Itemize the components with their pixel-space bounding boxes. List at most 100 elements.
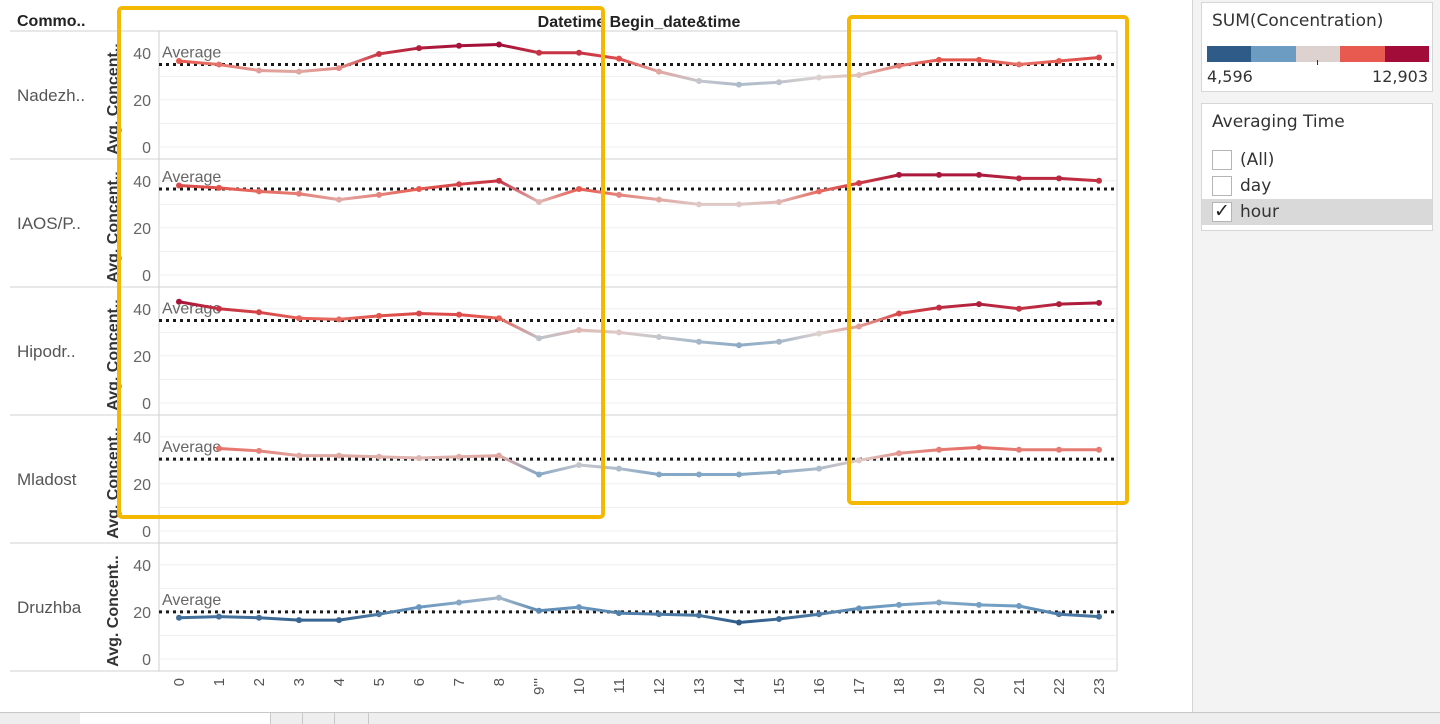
checkbox-all[interactable] xyxy=(1212,150,1232,170)
data-point[interactable] xyxy=(1056,301,1062,308)
color-scale-bar[interactable] xyxy=(1207,46,1430,62)
row-label[interactable]: Hipodr.. xyxy=(17,342,76,361)
data-point[interactable] xyxy=(1056,446,1062,453)
data-point[interactable] xyxy=(536,198,542,205)
data-point[interactable] xyxy=(896,601,902,608)
data-point[interactable] xyxy=(936,446,942,453)
data-point[interactable] xyxy=(616,191,622,198)
data-point[interactable] xyxy=(616,610,622,617)
data-point[interactable] xyxy=(576,326,582,333)
data-point[interactable] xyxy=(496,452,502,459)
data-point[interactable] xyxy=(1096,613,1102,620)
data-point[interactable] xyxy=(256,447,262,454)
data-point[interactable] xyxy=(536,335,542,342)
data-point[interactable] xyxy=(216,184,222,191)
data-point[interactable] xyxy=(976,301,982,308)
data-point[interactable] xyxy=(816,465,822,472)
data-point[interactable] xyxy=(336,316,342,323)
data-point[interactable] xyxy=(736,342,742,349)
data-point[interactable] xyxy=(1016,61,1022,68)
data-point[interactable] xyxy=(776,198,782,205)
data-point[interactable] xyxy=(656,196,662,203)
data-point[interactable] xyxy=(896,171,902,178)
data-point[interactable] xyxy=(696,201,702,208)
data-point[interactable] xyxy=(176,58,182,65)
data-point[interactable] xyxy=(896,450,902,457)
row-label[interactable]: IAOS/P.. xyxy=(17,214,81,233)
row-label[interactable]: Nadezh.. xyxy=(17,86,85,105)
filter-option-all[interactable]: (All) xyxy=(1202,147,1432,173)
sheet-tab[interactable] xyxy=(0,713,81,724)
data-point[interactable] xyxy=(176,298,182,305)
data-point[interactable] xyxy=(416,604,422,611)
data-point[interactable] xyxy=(1016,603,1022,609)
data-point[interactable] xyxy=(1096,54,1102,61)
data-point[interactable] xyxy=(976,56,982,63)
data-point[interactable] xyxy=(256,614,262,621)
data-point[interactable] xyxy=(256,309,262,316)
data-point[interactable] xyxy=(416,45,422,52)
filter-option-day[interactable]: day xyxy=(1202,173,1432,199)
data-point[interactable] xyxy=(656,68,662,75)
data-point[interactable] xyxy=(416,310,422,317)
data-point[interactable] xyxy=(696,78,702,85)
data-point[interactable] xyxy=(376,312,382,319)
data-point[interactable] xyxy=(856,457,862,464)
data-point[interactable] xyxy=(416,186,422,193)
data-point[interactable] xyxy=(416,454,422,461)
data-point[interactable] xyxy=(296,315,302,322)
data-point[interactable] xyxy=(456,181,462,188)
data-point[interactable] xyxy=(336,452,342,459)
data-point[interactable] xyxy=(776,79,782,86)
sheet-tab[interactable] xyxy=(270,713,303,724)
rows-field-header[interactable]: Commo.. xyxy=(17,13,85,30)
data-point[interactable] xyxy=(856,72,862,79)
data-point[interactable] xyxy=(1056,58,1062,65)
data-point[interactable] xyxy=(456,599,462,606)
data-point[interactable] xyxy=(1056,175,1062,182)
data-point[interactable] xyxy=(856,605,862,612)
data-point[interactable] xyxy=(736,201,742,208)
data-point[interactable] xyxy=(256,188,262,195)
data-point[interactable] xyxy=(536,607,542,614)
data-point[interactable] xyxy=(976,444,982,451)
data-point[interactable] xyxy=(896,310,902,317)
data-point[interactable] xyxy=(216,305,222,312)
data-point[interactable] xyxy=(736,471,742,478)
data-point[interactable] xyxy=(336,196,342,203)
data-point[interactable] xyxy=(256,67,262,74)
data-point[interactable] xyxy=(456,311,462,318)
data-point[interactable] xyxy=(1096,446,1102,453)
columns-field-header[interactable]: Datetime Begin_date&time xyxy=(538,14,741,31)
data-point[interactable] xyxy=(816,330,822,337)
data-point[interactable] xyxy=(216,445,222,452)
data-point[interactable] xyxy=(496,315,502,322)
data-point[interactable] xyxy=(936,56,942,63)
data-point[interactable] xyxy=(376,191,382,198)
data-point[interactable] xyxy=(696,612,702,619)
data-point[interactable] xyxy=(456,453,462,460)
data-point[interactable] xyxy=(1096,177,1102,184)
data-point[interactable] xyxy=(496,41,502,48)
row-label[interactable]: Mladost xyxy=(17,470,77,489)
data-point[interactable] xyxy=(296,190,302,197)
sheet-tab[interactable] xyxy=(334,713,369,724)
data-point[interactable] xyxy=(296,617,302,624)
checkbox-hour[interactable]: ✓ xyxy=(1212,200,1232,222)
data-point[interactable] xyxy=(1096,299,1102,306)
data-point[interactable] xyxy=(536,49,542,56)
filter-option-hour[interactable]: ✓ hour xyxy=(1202,199,1432,225)
data-point[interactable] xyxy=(936,304,942,311)
data-point[interactable] xyxy=(696,338,702,345)
data-point[interactable] xyxy=(1016,446,1022,453)
data-point[interactable] xyxy=(856,180,862,187)
data-point[interactable] xyxy=(936,171,942,178)
data-point[interactable] xyxy=(816,188,822,195)
data-point[interactable] xyxy=(656,611,662,618)
data-point[interactable] xyxy=(616,329,622,336)
data-point[interactable] xyxy=(656,334,662,341)
data-point[interactable] xyxy=(536,471,542,478)
data-point[interactable] xyxy=(216,613,222,620)
data-point[interactable] xyxy=(176,614,182,621)
data-point[interactable] xyxy=(776,338,782,345)
